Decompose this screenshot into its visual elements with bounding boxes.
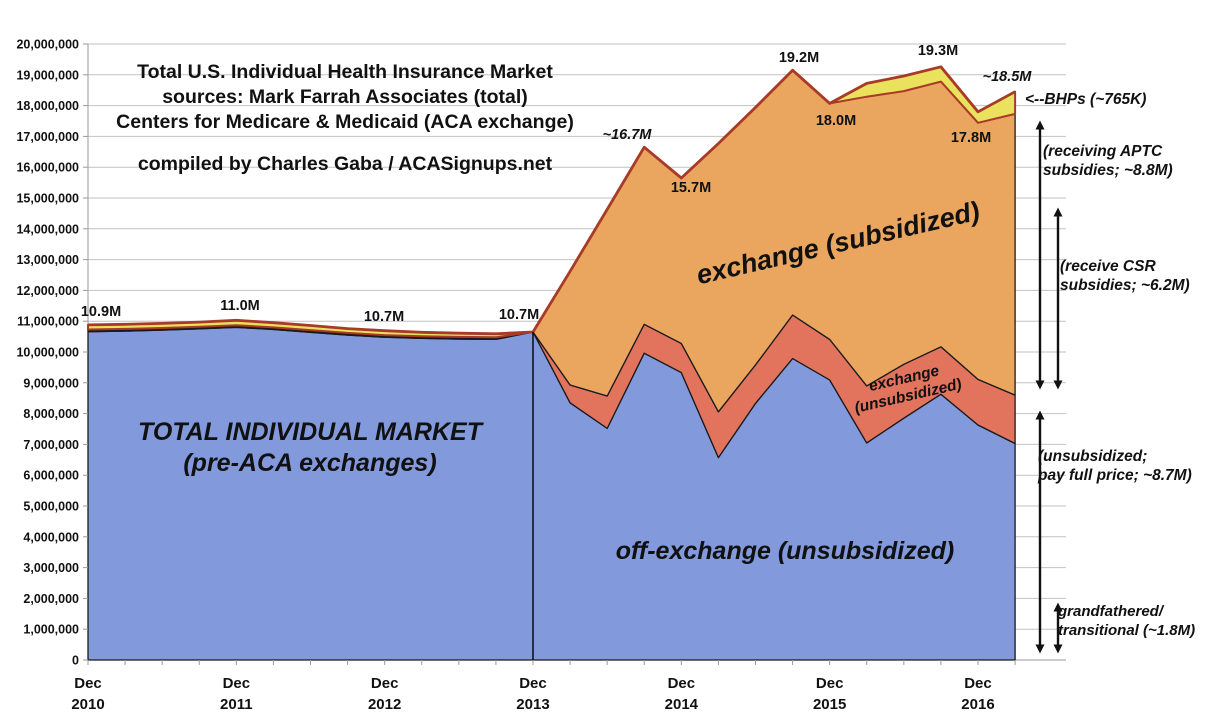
data-point-label: ~16.7M	[603, 127, 653, 143]
chart-source-line-1: sources: Mark Farrah Associates (total)	[162, 86, 528, 108]
annotation-bhps: <--BHPs (~765K)	[1025, 91, 1146, 108]
y-axis-label: 12,000,000	[16, 284, 79, 298]
y-axis-label: 8,000,000	[23, 407, 79, 421]
data-point-label: 11.0M	[220, 298, 260, 314]
y-axis-label: 11,000,000	[17, 315, 79, 329]
y-axis-label: 6,000,000	[23, 469, 79, 483]
x-axis-label-month: Dec	[816, 675, 844, 692]
y-axis-label: 9,000,000	[23, 376, 79, 390]
data-point-label: 19.2M	[779, 50, 819, 66]
x-axis-label-year: 2013	[516, 696, 549, 713]
y-axis-label: 13,000,000	[16, 253, 79, 267]
annotation-csr-line2: subsidies; ~6.2M)	[1060, 277, 1190, 294]
x-axis-label-month: Dec	[668, 675, 696, 692]
label-pre-aca-exchanges: (pre-ACA exchanges)	[183, 449, 436, 477]
x-axis-label-year: 2010	[71, 696, 104, 713]
y-axis-label: 3,000,000	[23, 561, 79, 575]
y-axis-label: 15,000,000	[16, 192, 79, 206]
data-point-labels: 10.9M 11.0M 10.7M 10.7M ~16.7M 15.7M 19.2M 18.0…	[81, 43, 1032, 325]
x-axis-label-year: 2015	[813, 696, 846, 713]
annotation-unsub-line2: pay full price; ~8.7M)	[1037, 467, 1192, 484]
data-point-label: 10.7M	[364, 309, 404, 325]
y-axis-label: 0	[72, 654, 79, 668]
title-block: Total U.S. Individual Health Insurance M…	[116, 61, 574, 175]
annotation-csr-line1: (receive CSR	[1060, 258, 1156, 275]
x-axis-label-year: 2011	[220, 696, 253, 713]
x-axis-label-year: 2014	[665, 696, 699, 713]
chart-credit: compiled by Charles Gaba / ACASignups.ne…	[138, 153, 553, 175]
stacked-areas	[87, 65, 1017, 661]
x-axis-label-year: 2012	[368, 696, 401, 713]
annotation-grandfathered-line1: grandfathered/	[1057, 603, 1165, 620]
data-point-label: 17.8M	[951, 130, 991, 146]
axes-and-ticks: 0 1,000,000 2,000,000 3,000,000 4,000,000 5,0…	[16, 38, 1016, 713]
chart-title: Total U.S. Individual Health Insurance M…	[137, 61, 553, 83]
data-point-label: 18.0M	[816, 113, 856, 129]
data-point-label: 15.7M	[671, 180, 711, 196]
y-axis-label: 17,000,000	[16, 130, 79, 144]
y-axis-label: 19,000,000	[16, 68, 79, 82]
y-axis-label: 20,000,000	[16, 38, 79, 52]
x-axis-label-month: Dec	[519, 675, 547, 692]
y-axis-label: 16,000,000	[16, 161, 79, 175]
x-axis-label-month: Dec	[74, 675, 102, 692]
annotation-grandfathered-line2: transitional (~1.8M)	[1058, 622, 1195, 639]
y-axis-label: 10,000,000	[16, 346, 79, 360]
y-axis-label: 14,000,000	[16, 222, 79, 236]
y-axis-label: 7,000,000	[23, 438, 79, 452]
annotation-aptc-line2: subsidies; ~8.8M)	[1043, 162, 1173, 179]
data-point-label: 19.3M	[918, 43, 958, 59]
annotation-arrows	[1035, 120, 1063, 654]
annotation-unsub-line1: (unsubsidized;	[1038, 448, 1147, 465]
total-market-line	[87, 65, 1016, 336]
x-axis-label-year: 2016	[961, 696, 994, 713]
data-point-label: 10.9M	[81, 304, 121, 320]
y-axis-label: 18,000,000	[16, 99, 79, 113]
y-axis-label: 5,000,000	[23, 500, 79, 514]
x-axis-label-month: Dec	[371, 675, 399, 692]
label-total-individual-market: TOTAL INDIVIDUAL MARKET	[138, 418, 485, 446]
y-axis-label: 2,000,000	[23, 592, 79, 606]
x-axis-label-month: Dec	[964, 675, 992, 692]
y-axis-label: 4,000,000	[23, 530, 79, 544]
chart-source-line-2: Centers for Medicare & Medicaid (ACA exc…	[116, 111, 574, 133]
x-axis-label-month: Dec	[223, 675, 251, 692]
label-off-exchange: off-exchange (unsubsidized)	[616, 537, 954, 565]
right-margin-annotations: <--BHPs (~765K) (receiving APTC subsidie…	[1025, 91, 1195, 639]
y-axis-label: 1,000,000	[23, 623, 79, 637]
data-point-label: 10.7M	[499, 307, 539, 323]
annotation-aptc-line1: (receiving APTC	[1043, 143, 1163, 160]
data-point-label: ~18.5M	[983, 69, 1033, 85]
